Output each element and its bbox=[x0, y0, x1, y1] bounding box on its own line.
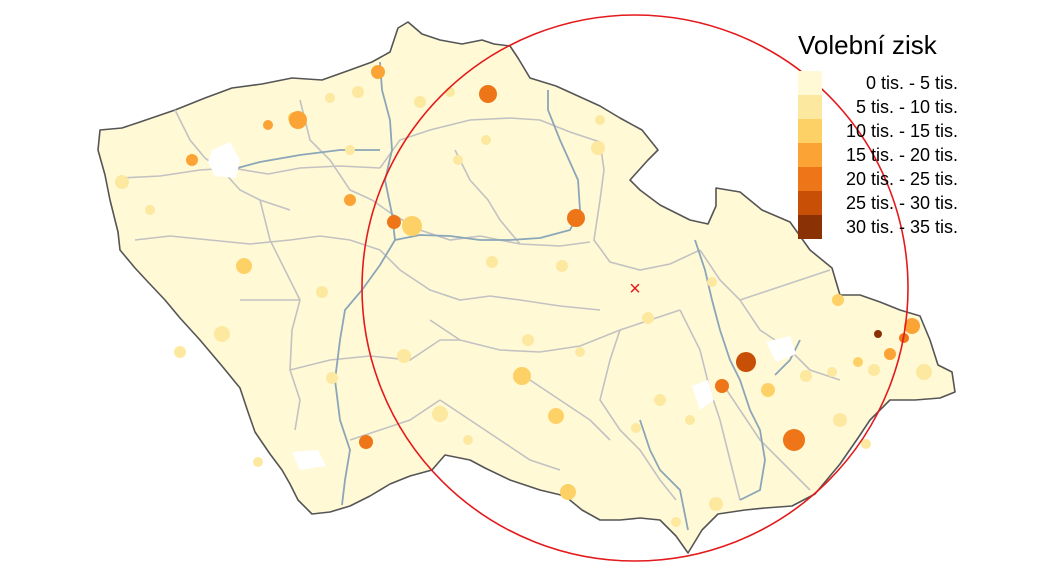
legend-label: 20 tis. - 25 tis. bbox=[845, 169, 958, 189]
legend-swatch bbox=[798, 191, 822, 215]
legend-swatch bbox=[798, 215, 822, 239]
legend-swatch bbox=[798, 167, 822, 191]
legend-title: Volební zisk bbox=[798, 30, 937, 60]
military-areas bbox=[208, 142, 796, 470]
legend-item: 30 tis. - 35 tis. bbox=[798, 215, 998, 239]
center-marker: × bbox=[629, 278, 641, 300]
municipal-patches bbox=[115, 65, 932, 527]
legend-swatch bbox=[798, 95, 822, 119]
legend-item: 25 tis. - 30 tis. bbox=[798, 191, 998, 215]
legend-item: 0 tis. - 5 tis. bbox=[798, 71, 998, 95]
highlight-circle bbox=[361, 14, 909, 562]
legend-item: 10 tis. - 15 tis. bbox=[798, 119, 998, 143]
legend-label: 30 tis. - 35 tis. bbox=[845, 217, 958, 237]
legend-swatch bbox=[798, 143, 822, 167]
legend-item: 5 tis. - 10 tis. bbox=[798, 95, 998, 119]
legend-swatch bbox=[798, 119, 822, 143]
legend-label: 15 tis. - 20 tis. bbox=[845, 145, 958, 165]
legend-label: 25 tis. - 30 tis. bbox=[845, 193, 958, 213]
legend-item: 20 tis. - 25 tis. bbox=[798, 167, 998, 191]
legend-label: 5 tis. - 10 tis. bbox=[855, 97, 958, 117]
legend-swatch bbox=[798, 71, 822, 95]
country-outline bbox=[97, 21, 956, 554]
legend-label: 10 tis. - 15 tis. bbox=[845, 121, 958, 141]
legend-label: 0 tis. - 5 tis. bbox=[865, 73, 958, 93]
legend-item: 15 tis. - 20 tis. bbox=[798, 143, 998, 167]
